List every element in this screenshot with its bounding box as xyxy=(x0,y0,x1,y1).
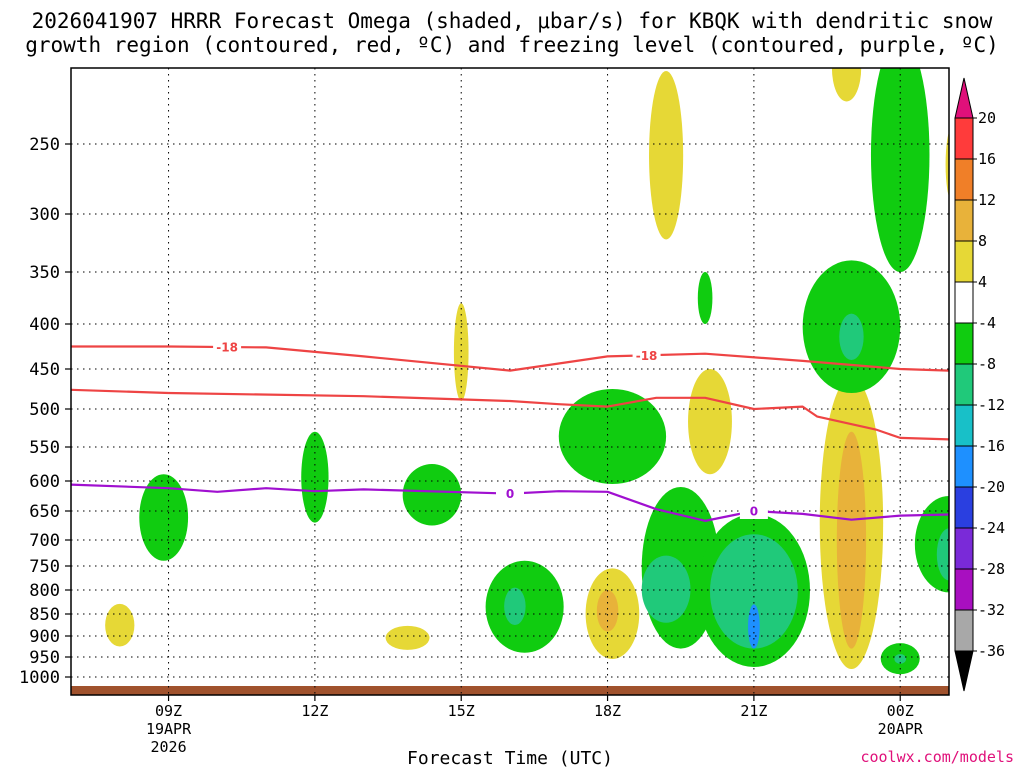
omega-blob-green-18z xyxy=(558,389,667,484)
contour-label-freezing-level-1: 0 xyxy=(750,505,758,519)
colorbar-label-13: -36 xyxy=(978,642,1005,660)
omega-blob-yellow-15z xyxy=(453,303,469,401)
omega-blob-yellow-19z xyxy=(649,71,684,240)
ytick-label-900: 900 xyxy=(29,627,60,647)
ground-surface xyxy=(71,686,949,695)
omega-blob-green-09z xyxy=(139,474,189,561)
omega-blob-yellow-23z-top xyxy=(831,68,862,102)
ytick-label-750: 750 xyxy=(29,557,60,577)
colorbar-bin-11 xyxy=(954,568,974,611)
colorbar-bin-0 xyxy=(954,117,974,160)
contour-dgz-bottom xyxy=(71,388,949,441)
ytick-label-850: 850 xyxy=(29,605,60,625)
omega-blob-teal-19z xyxy=(641,555,691,623)
omega-blob-orange-18z xyxy=(596,590,619,632)
xtick-label-21Z-1: 21Z xyxy=(740,702,767,720)
grid-layer xyxy=(71,68,949,695)
chart-title-line1: 2026041907 HRRR Forecast Omega (shaded, … xyxy=(32,9,993,33)
colorbar-label-7: -12 xyxy=(978,396,1005,414)
ground-layer xyxy=(71,686,949,695)
colorbar-label-5: -4 xyxy=(978,314,996,332)
contour-label-dgz-top-1: -18 xyxy=(636,349,658,363)
xtick-label-12Z-1: 12Z xyxy=(301,702,328,720)
contour-label-dgz-top-0: -18 xyxy=(216,341,238,355)
omega-blob-teal-23z-upper xyxy=(839,313,864,360)
ytick-label-550: 550 xyxy=(29,438,60,458)
colorbar-label-0: 20 xyxy=(978,109,996,127)
omega-blob-teal-16z xyxy=(504,587,526,625)
credit-text: coolwx.com/models xyxy=(860,748,1014,766)
colorbar-label-2: 12 xyxy=(978,191,996,209)
colorbar-bin-9 xyxy=(954,486,974,529)
ytick-label-600: 600 xyxy=(29,472,60,492)
ytick-label-300: 300 xyxy=(29,205,60,225)
omega-blob-teal-24z-low xyxy=(894,654,907,664)
omega-blob-green-24z-top xyxy=(870,68,930,272)
colorbar-bin-10 xyxy=(954,527,974,570)
colorbar-bottom-arrow xyxy=(954,650,974,692)
colorbar-bin-12 xyxy=(954,609,974,652)
colorbar-bin-4 xyxy=(954,281,974,324)
colorbar: 20 16 12 8 4 -4 -8 -12 -16 -20 -24 -28 -32 -36 xyxy=(954,77,1005,692)
omega-blob-yellow-25z-top xyxy=(945,132,949,197)
xtick-label-00Z-1: 00Z xyxy=(887,702,914,720)
y-axis: 2503003504004505005506006507007508008509… xyxy=(19,135,71,688)
ytick-label-1000: 1000 xyxy=(19,668,60,688)
plot-frame xyxy=(70,67,950,696)
colorbar-bin-2 xyxy=(954,199,974,242)
colorbar-bin-3 xyxy=(954,240,974,283)
ytick-label-250: 250 xyxy=(29,135,60,155)
ytick-label-500: 500 xyxy=(29,400,60,420)
colorbar-bin-5 xyxy=(954,322,974,365)
contour-label-bg xyxy=(496,485,524,502)
colorbar-label-10: -24 xyxy=(978,519,1005,537)
contour-layer: -18 -18 0 0 xyxy=(71,339,949,522)
x-axis-label: Forecast Time (UTC) xyxy=(407,748,613,768)
colorbar-label-11: -28 xyxy=(978,560,1005,578)
colorbar-bin-6 xyxy=(954,363,974,406)
colorbar-label-9: -20 xyxy=(978,478,1005,496)
colorbar-label-1: 16 xyxy=(978,150,996,168)
colorbar-bin-1 xyxy=(954,158,974,201)
xtick-label-09Z-2: 19APR xyxy=(146,720,192,738)
ytick-label-450: 450 xyxy=(29,360,60,380)
xtick-label-18Z-1: 18Z xyxy=(594,702,621,720)
omega-blob-green-15z xyxy=(402,464,462,526)
omega-blob-yellow-08z xyxy=(105,603,135,647)
omega-blob-teal-25z xyxy=(936,528,949,581)
contour-label-bg xyxy=(632,347,661,364)
colorbar-label-12: -32 xyxy=(978,601,1005,619)
colorbar-label-3: 8 xyxy=(978,232,987,250)
colorbar-bin-7 xyxy=(954,404,974,447)
contour-label-bg xyxy=(739,503,768,519)
colorbar-label-6: -8 xyxy=(978,355,996,373)
ytick-label-800: 800 xyxy=(29,581,60,601)
colorbar-bin-8 xyxy=(954,445,974,488)
ytick-label-400: 400 xyxy=(29,315,60,335)
xtick-label-09Z-1: 09Z xyxy=(155,702,182,720)
contour-label-freezing-level-0: 0 xyxy=(506,487,514,501)
colorbar-label-4: 4 xyxy=(978,273,987,291)
omega-blob-yellow-14z xyxy=(385,625,430,650)
omega-shading-layer xyxy=(105,68,949,675)
omega-blob-yellow-20z xyxy=(688,369,732,475)
colorbar-top-arrow xyxy=(954,77,974,119)
xtick-label-15Z-1: 15Z xyxy=(448,702,475,720)
contour-freezing-level xyxy=(71,483,949,522)
xtick-label-00Z-2: 20APR xyxy=(878,720,924,738)
ytick-label-650: 650 xyxy=(29,502,60,522)
contour-label-bg xyxy=(213,339,242,356)
ytick-label-350: 350 xyxy=(29,263,60,283)
xtick-label-09Z-3: 2026 xyxy=(150,738,186,756)
chart-title-line2: growth region (contoured, red, ºC) and f… xyxy=(25,33,999,57)
ytick-label-950: 950 xyxy=(29,648,60,668)
colorbar-label-8: -16 xyxy=(978,437,1005,455)
ytick-label-700: 700 xyxy=(29,531,60,551)
omega-blob-green-20z-small xyxy=(697,272,713,324)
